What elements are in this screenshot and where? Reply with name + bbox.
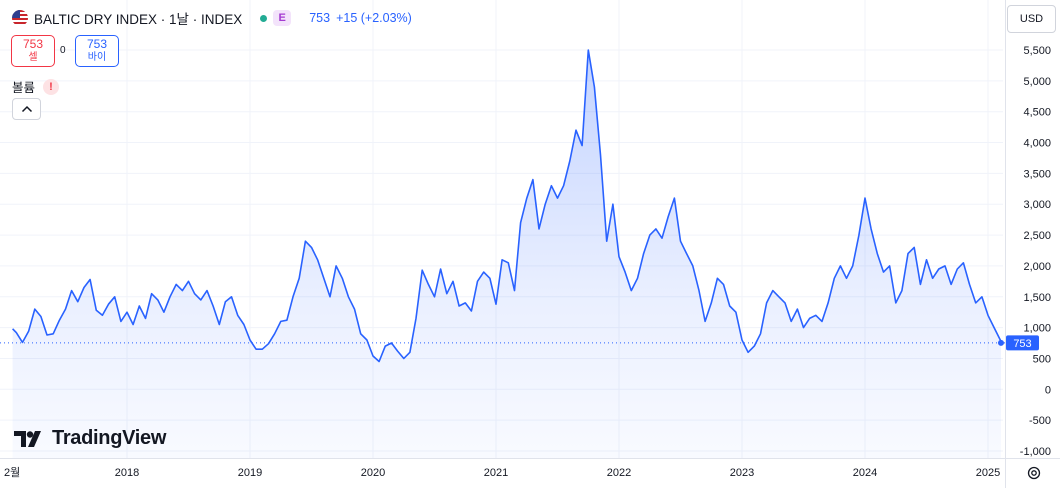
buy-label: 바이 — [87, 52, 107, 63]
x-tick-label: 2022 — [607, 467, 631, 479]
last-price-label: 753 — [1013, 338, 1031, 350]
buy-price: 753 — [86, 37, 108, 51]
market-open-dot-icon — [260, 14, 268, 22]
symbol-header: BALTIC DRY INDEX · 1날 · INDEX E 753 +15 … — [12, 9, 412, 27]
x-tick-label: 2021 — [484, 467, 508, 479]
y-tick-label: 3,500 — [1023, 168, 1051, 180]
y-tick-label: 1,000 — [1023, 323, 1051, 335]
y-tick-label: 5,500 — [1023, 45, 1051, 57]
last-price-badge: 753 — [1006, 335, 1039, 351]
y-tick-label: 0 — [1045, 384, 1051, 396]
y-tick-label: 5,000 — [1023, 76, 1051, 88]
sell-price: 753 — [22, 37, 44, 51]
warning-icon[interactable]: ! — [43, 78, 60, 95]
currency-selector[interactable]: USD — [1007, 5, 1056, 33]
price-line — [12, 49, 1002, 363]
price-area-fill — [12, 50, 1002, 458]
logo-text: TradingView — [52, 427, 167, 449]
volume-legend[interactable]: 볼륨 ! — [12, 77, 60, 96]
chevron-up-icon — [21, 105, 32, 113]
last-price-dot — [998, 339, 1004, 346]
time-axis: 2월 2018 2019 2020 2021 2022 2023 2024 2025 — [4, 466, 1000, 479]
y-tick-label: 500 — [1033, 353, 1051, 365]
x-tick-label: 2025 — [976, 467, 1000, 479]
spread-value: 0 — [60, 45, 66, 56]
y-tick-label: 1,500 — [1023, 292, 1051, 304]
x-tick-label: 2024 — [853, 467, 877, 479]
x-tick-label: 2020 — [361, 467, 385, 479]
y-tick-label: 2,000 — [1023, 261, 1051, 273]
price-axis: 5,500 5,000 4,500 4,000 3,500 3,000 2,500 2,000… — [1020, 45, 1051, 458]
y-tick-label: -1,000 — [1020, 446, 1051, 458]
volume-label: 볼륨 — [12, 81, 36, 95]
sell-button[interactable]: 753 셀 — [11, 35, 55, 67]
market-status[interactable]: E — [256, 10, 296, 26]
x-tick-label: 2월 — [4, 466, 20, 479]
buy-button[interactable]: 753 바이 — [75, 35, 119, 67]
x-tick-label: 2018 — [115, 467, 139, 479]
chart-settings-button[interactable] — [1022, 462, 1046, 484]
sell-label: 셀 — [28, 52, 38, 63]
y-tick-label: 4,000 — [1023, 138, 1051, 150]
y-tick-label: 3,000 — [1023, 199, 1051, 211]
x-tick-label: 2019 — [238, 467, 262, 479]
x-tick-label: 2023 — [730, 467, 754, 479]
y-tick-label: -500 — [1029, 415, 1051, 427]
price-change: +15 (+2.03%) — [336, 11, 412, 25]
us-flag-icon — [12, 10, 28, 26]
tradingview-logo-icon — [14, 430, 41, 447]
collapse-legend-button[interactable] — [12, 98, 41, 120]
gear-icon — [1027, 466, 1041, 480]
y-tick-label: 4,500 — [1023, 107, 1051, 119]
exchange-badge: E — [273, 10, 292, 26]
symbol-title[interactable]: BALTIC DRY INDEX · 1날 · INDEX — [34, 12, 243, 27]
last-price: 753 — [309, 11, 331, 25]
y-tick-label: 2,500 — [1023, 230, 1051, 242]
tradingview-logo[interactable]: TradingView — [14, 427, 166, 450]
